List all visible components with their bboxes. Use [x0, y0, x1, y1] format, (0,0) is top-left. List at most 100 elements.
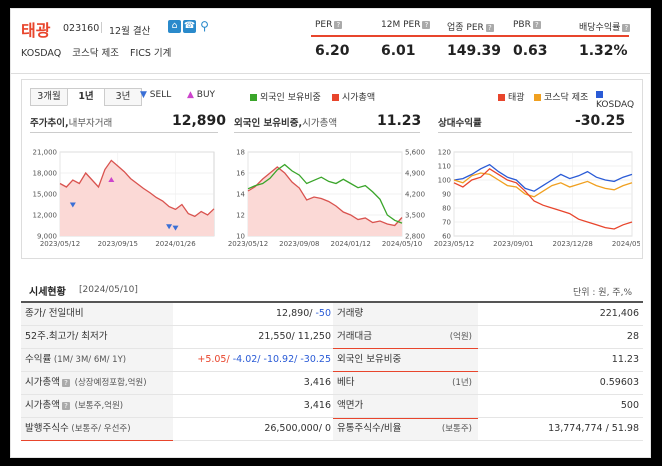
row-label: 발행주식수 (보통주/ 우선주) [21, 418, 173, 440]
table-row: 시가총액? (상장예정포함,억원) 3,416 베타 (1년) 0.59603 [21, 372, 643, 395]
row-label-text: 시가총액 [25, 400, 60, 411]
help-icon[interactable]: ? [485, 23, 494, 32]
row-label-text: 베타 [337, 377, 355, 388]
location-pin-icon[interactable]: ⚲ [200, 19, 209, 33]
settlement-month: 12월 결산 [109, 26, 151, 37]
legend-swatch [332, 94, 339, 101]
relative-chart-value: -30.25 [575, 113, 626, 129]
y-tick-label: 120 [438, 149, 451, 157]
legend-foreign-ratio: 외국인 보유비중 [250, 90, 321, 103]
help-icon[interactable]: ? [532, 20, 541, 29]
row-label-text: 유통주식수/비율 [337, 423, 402, 434]
row-label-sub: (보통주) [441, 424, 472, 434]
foreign-ratio-line [247, 163, 403, 224]
x-tick-label: 2024/01/26 [155, 240, 196, 248]
y-tick-label: 10 [236, 233, 245, 241]
price-change: -50 [312, 308, 331, 319]
row-value: 3,416 [303, 377, 331, 388]
x-tick-label: 2024/05/03 [612, 240, 640, 248]
company-classification: KOSDAQ 코스닥 제조 FICS 기계 [21, 45, 179, 59]
help-icon[interactable]: ? [422, 20, 431, 29]
home-icon[interactable]: ⌂ [168, 20, 181, 33]
metric-dividend-yield: 배당수익률? 1.32% [575, 17, 641, 65]
row-value: 0.59603 [599, 377, 639, 388]
tab-3m[interactable]: 3개월 [30, 88, 68, 106]
row-value: 12,890/ -50 [181, 303, 331, 325]
y-right-tick-label: 2,800 [405, 233, 425, 241]
row-value: 3,416 [303, 400, 331, 411]
x-tick-label: 2023/05/12 [40, 240, 80, 248]
metric-value: 0.63 [513, 43, 548, 59]
help-icon[interactable]: ? [61, 378, 70, 387]
tab-3y[interactable]: 3년 [104, 88, 142, 106]
metric-value: 149.39 [447, 43, 502, 59]
x-tick-label: 2023/12/28 [552, 240, 592, 248]
fics-label: FICS 기계 [129, 48, 172, 59]
row-label: 종가/ 전일대비 [21, 303, 173, 325]
row-label-text: 시가총액 [25, 377, 60, 388]
legend-kosdaq-mfg: 코스닥 제조 [534, 90, 588, 103]
buy-marker [108, 177, 115, 182]
price-chart-title: 주가추이,내부자거래 [30, 115, 112, 129]
company-code: 023160 [63, 23, 100, 34]
help-icon[interactable]: ? [61, 401, 70, 410]
row-label-text: 발행주식수 [25, 423, 69, 434]
highlight-underline [333, 348, 478, 349]
highlight-underline [21, 440, 173, 441]
legend-sell-label: SELL [149, 90, 172, 100]
metric-value: 6.01 [381, 43, 416, 59]
help-icon[interactable]: ? [622, 23, 631, 32]
metric-pbr: PBR? 0.63 [509, 17, 575, 65]
legend-label: 코스닥 제조 [544, 93, 589, 103]
close-price: 12,890/ [276, 308, 313, 319]
row-label-text: 종가/ 전일대비 [25, 308, 84, 319]
row-label-text: 외국인 보유비중 [337, 354, 402, 365]
x-tick-label: 2023/05/12 [434, 240, 474, 248]
x-tick-label: 2023/05/12 [228, 240, 268, 248]
chart-title-main: 주가추이, [30, 118, 69, 129]
metric-value: 1.32% [579, 43, 628, 59]
legend-sell: ▼ SELL [140, 90, 171, 100]
row-label: 거래대금 (억원) [333, 326, 478, 348]
market-label: KOSDAQ [21, 48, 62, 59]
y-tick-label: 16 [236, 170, 245, 178]
row-label-sub: (보통주/ 우선주) [68, 424, 131, 434]
row-label: 외국인 보유비중 [333, 349, 478, 371]
foreign-ratio-chart: 18 16 14 12 10 5,600 4,900 4,200 3,500 2,800 2023/… [228, 149, 425, 249]
row-label: 52주.최고가/ 최저가 [21, 326, 173, 348]
metric-label: PER [315, 20, 333, 30]
sector-label: 코스닥 제조 [72, 48, 119, 59]
legend-label: KOSDAQ [596, 100, 635, 110]
metric-label: 업종 PER [447, 23, 484, 33]
chart-title-sub: 시가총액 [302, 118, 338, 129]
y-tick-label: 21,000 [33, 149, 58, 157]
row-label: 거래량 [333, 303, 478, 325]
row-label: 시가총액? (보통주,억원) [21, 395, 173, 417]
kosdaq-line [453, 163, 633, 192]
sell-marker [69, 202, 76, 208]
buy-triangle-icon: ▲ [187, 90, 194, 100]
table-row: 발행주식수 (보통주/ 우선주) 26,500,000/ 0 유통주식수/비율 (보통… [21, 418, 643, 441]
row-label-sub: (억원) [449, 332, 472, 342]
row-label-sub: (1년) [452, 378, 472, 388]
return-value: +5.05/ [197, 354, 233, 365]
y-tick-label: 70 [442, 219, 451, 227]
metric-label: 12M PER [381, 20, 421, 30]
phone-icon[interactable]: ☎ [183, 20, 196, 33]
metric-value: 6.20 [315, 43, 350, 59]
legend-label: 외국인 보유비중 [260, 93, 321, 103]
row-value: 11.23 [611, 354, 639, 365]
row-value: 221,406 [599, 308, 639, 319]
row-label-text: 거래대금 [337, 331, 372, 342]
company-snapshot-panel: 태광 023160 12월 결산 ⌂ ☎ ⚲ KOSDAQ 코스닥 제조 FIC… [10, 8, 651, 458]
help-icon[interactable]: ? [334, 20, 343, 29]
unit-label: 단위 : 원, 주,% [572, 288, 632, 298]
tab-1y[interactable]: 1년 [67, 88, 105, 106]
metric-label: PBR [513, 20, 531, 30]
row-value: 26,500,000/ 0 [264, 423, 331, 434]
metric-sector-per: 업종 PER? 149.39 [443, 17, 509, 65]
metric-label: 배당수익률 [579, 23, 621, 33]
y-tick-label: 12 [236, 212, 245, 220]
taekwang-line [453, 167, 633, 230]
header-separator [101, 22, 102, 33]
